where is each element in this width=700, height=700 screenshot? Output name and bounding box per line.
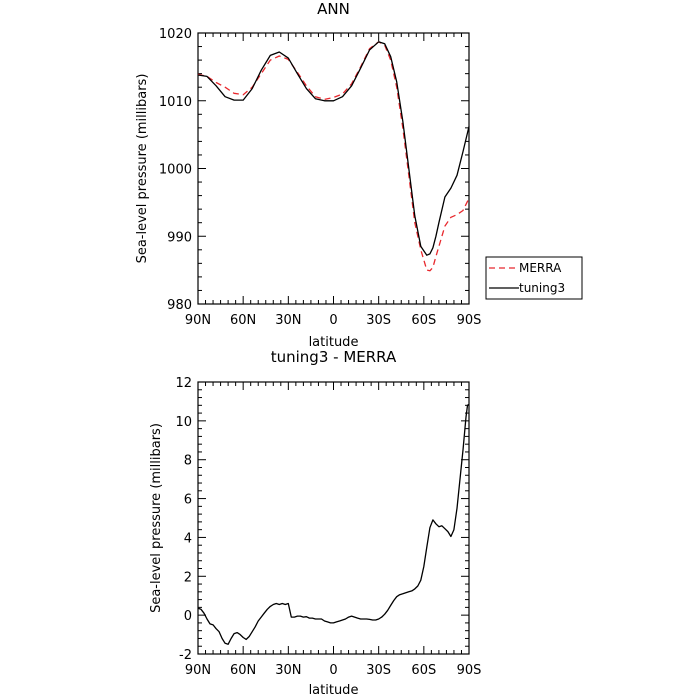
chart-title: tuning3 - MERRA (271, 348, 397, 366)
x-tick-label: 60S (411, 313, 436, 328)
y-tick-label: -2 (179, 648, 192, 663)
x-tick-label: 90S (457, 313, 482, 328)
chart-title: ANN (317, 0, 350, 18)
x-tick-label: 30N (275, 313, 301, 328)
x-tick-label: 30S (366, 313, 391, 328)
plot-frame (197, 381, 470, 655)
y-tick-label: 6 (184, 493, 192, 508)
y-axis-title: Sea-level pressure (millibars) (135, 74, 150, 264)
y-tick-label: 0 (184, 609, 192, 624)
y-axis-title: Sea-level pressure (millibars) (149, 423, 164, 613)
plot-frame (197, 32, 470, 305)
chart-2: 90N 60N 30N 0 30S 60S 90S -2 0 2 4 6 8 10 12 tuning3 - … (149, 348, 481, 698)
y-tick-label: 2 (184, 570, 192, 585)
y-tick-label: 4 (184, 531, 192, 546)
series-line-merra (197, 41, 470, 272)
y-tick-label: 1010 (159, 95, 192, 110)
series-line-tuning3 (197, 41, 470, 256)
y-tick-label: 10 (175, 415, 192, 430)
chart-1: 90N 60N 30N 0 30S 60S 90S 980 990 1000 1010 1020 ANN… (135, 0, 583, 350)
x-axis-title: latitude (309, 335, 359, 350)
x-axis-title: latitude (309, 683, 359, 698)
x-tick-label: 90S (457, 663, 482, 678)
legend: MERRA tuning3 (485, 256, 583, 300)
legend-box (485, 256, 583, 300)
y-tick-label: 8 (184, 454, 192, 469)
x-tick-label: 90N (185, 663, 211, 678)
y-tick-label: 1020 (159, 27, 192, 42)
x-tick-label: 30S (366, 663, 391, 678)
x-tick-label: 90N (185, 313, 211, 328)
x-tick-label: 60N (230, 663, 256, 678)
y-tick-label: 1000 (159, 163, 192, 178)
y-tick-label: 980 (167, 298, 192, 313)
legend-label: tuning3 (519, 281, 565, 295)
x-tick-label: 0 (329, 663, 337, 678)
x-tick-label: 60N (230, 313, 256, 328)
y-tick-label: 12 (175, 376, 192, 391)
x-tick-label: 60S (411, 663, 436, 678)
y-tick-label: 990 (167, 230, 192, 245)
x-tick-label: 0 (329, 313, 337, 328)
legend-label: MERRA (519, 261, 562, 275)
x-tick-label: 30N (275, 663, 301, 678)
series-line-difference (197, 403, 470, 645)
